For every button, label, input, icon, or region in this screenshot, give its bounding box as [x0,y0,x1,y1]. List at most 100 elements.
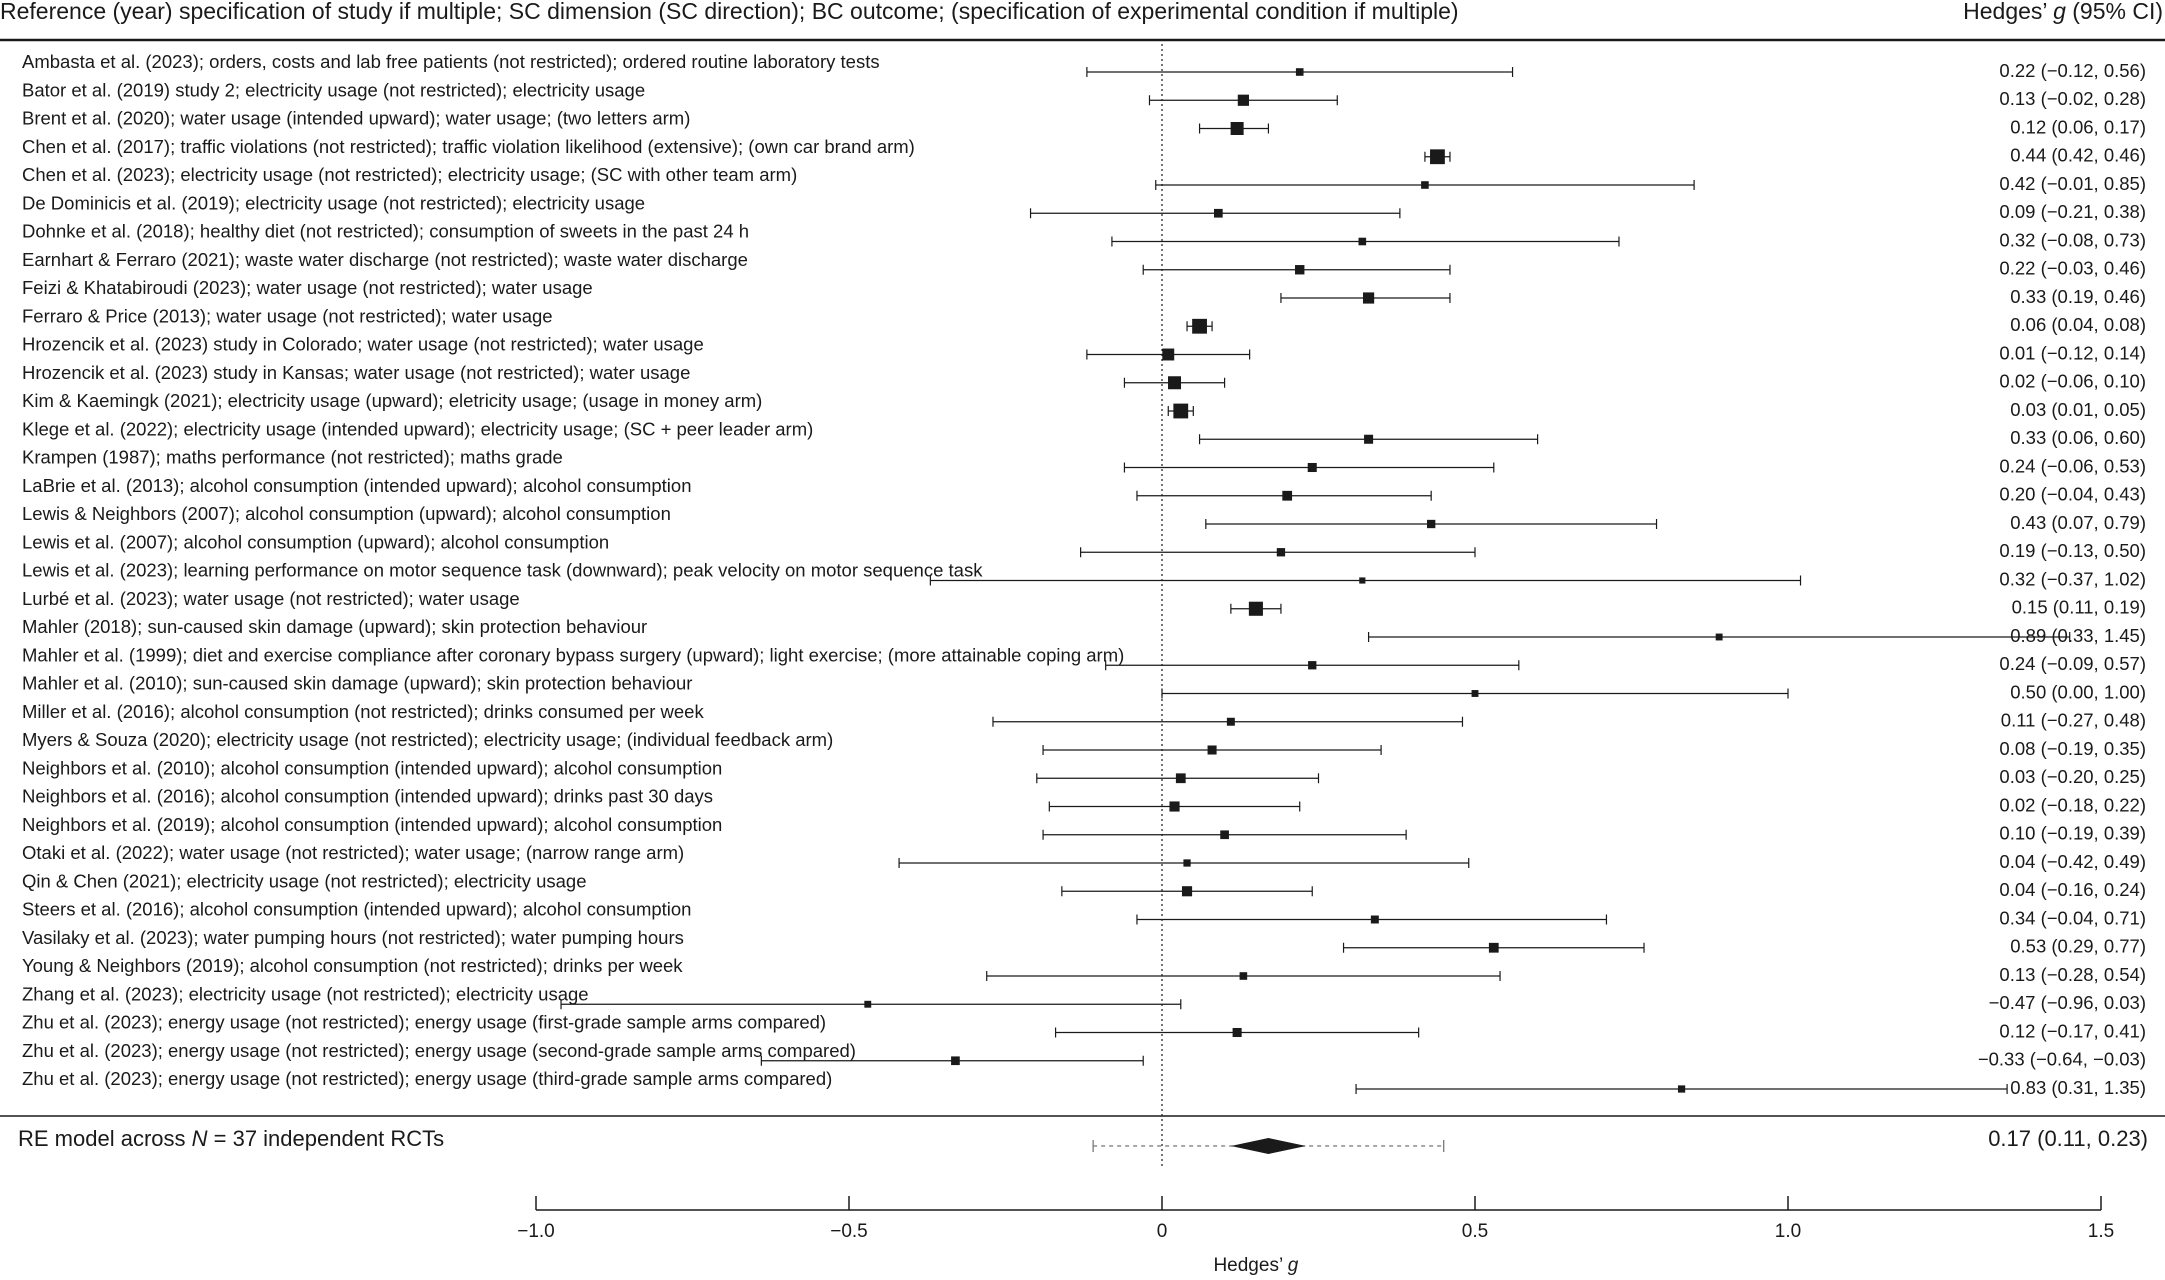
study-ci-text: 0.12 (0.06, 0.17) [2010,116,2146,137]
study-row: Mahler et al. (1999); diet and exercise … [22,644,2146,674]
study-row: Hrozencik et al. (2023) study in Kansas;… [22,362,2146,392]
study-label: Earnhart & Ferraro (2021); waste water d… [22,249,748,270]
study-label: Hrozencik et al. (2023) study in Colorad… [22,334,704,355]
study-ci-text: 0.24 (−0.09, 0.57) [1999,653,2146,674]
study-ci-text: 0.33 (0.19, 0.46) [2010,286,2146,307]
study-label: Chen et al. (2017); traffic violations (… [22,136,915,157]
effect-marker [1232,1027,1242,1038]
study-row: Earnhart & Ferraro (2021); waste water d… [22,249,2146,279]
effect-marker [1427,519,1436,529]
effect-marker [1276,548,1286,557]
effect-marker [1207,745,1217,755]
study-row: Ferraro & Price (2013); water usage (not… [22,305,2146,335]
study-label: Qin & Chen (2021); electricity usage (no… [22,870,587,891]
study-ci-text: 0.04 (−0.16, 0.24) [1999,879,2146,900]
study-ci-text: 0.04 (−0.42, 0.49) [1999,851,2146,872]
effect-marker [1295,265,1305,275]
study-label: De Dominicis et al. (2019); electricity … [22,192,645,213]
study-row: De Dominicis et al. (2019); electricity … [22,192,2146,222]
study-row: Lewis & Neighbors (2007); alcohol consum… [22,503,2146,533]
study-ci-text: 0.15 (0.11, 0.19) [2012,597,2146,618]
study-row: Vasilaky et al. (2023); water pumping ho… [22,927,2146,957]
x-tick-label: −0.5 [830,1221,868,1242]
study-row: Mahler (2018); sun-caused skin damage (u… [22,616,2146,646]
study-ci-text: 0.06 (0.04, 0.08) [2010,314,2146,335]
effect-marker [1370,915,1379,924]
summary-diamond [1230,1138,1306,1154]
header-right: Hedges’ g (95% CI) [1963,0,2163,24]
study-row: Zhu et al. (2023); energy usage (not res… [22,1068,2146,1098]
study-row: Young & Neighbors (2019); alcohol consum… [22,955,2146,985]
study-ci-text: −0.47 (−0.96, 0.03) [1989,992,2146,1013]
x-tick-label: 1.0 [1775,1221,1801,1242]
study-ci-text: 0.22 (−0.12, 0.56) [1999,60,2146,81]
study-label: Neighbors et al. (2016); alcohol consump… [22,786,713,807]
study-label: Myers & Souza (2020); electricity usage … [22,729,833,750]
effect-marker [1226,717,1235,726]
study-label: Mahler et al. (1999); diet and exercise … [22,644,1124,665]
study-ci-text: 0.44 (0.42, 0.46) [2010,145,2146,166]
effect-marker [1220,830,1229,840]
x-tick-label: −1.0 [517,1221,555,1242]
study-ci-text: 0.20 (−0.04, 0.43) [1999,484,2146,505]
study-label: Neighbors et al. (2019); alcohol consump… [22,814,722,835]
effect-marker [1162,348,1175,361]
x-axis-title: Hedges’ g [1213,1255,1298,1276]
study-row: Neighbors et al. (2016); alcohol consump… [22,786,2146,816]
effect-marker [1430,149,1445,165]
study-row: Dohnke et al. (2018); healthy diet (not … [22,221,2146,251]
effect-marker [1230,122,1244,135]
effect-marker [1169,801,1180,812]
study-ci-text: 0.22 (−0.03, 0.46) [1999,258,2146,279]
study-row: Hrozencik et al. (2023) study in Colorad… [22,334,2146,364]
effect-marker [1677,1085,1686,1093]
summary-label: RE model across N = 37 independent RCTs [18,1126,444,1151]
study-ci-text: 0.24 (−0.06, 0.53) [1999,455,2146,476]
effect-marker [1715,633,1723,641]
study-label: Zhu et al. (2023); energy usage (not res… [22,1012,826,1033]
effect-marker [1295,68,1304,76]
study-label: Zhang et al. (2023); electricity usage (… [22,983,589,1004]
study-row: Lewis et al. (2023); learning performanc… [22,560,2146,590]
x-tick-label: 1.5 [2088,1221,2114,1242]
study-label: Bator et al. (2019) study 2; electricity… [22,79,645,100]
study-label: Lewis et al. (2023); learning performanc… [22,560,983,581]
summary-ci-text: 0.17 (0.11, 0.23) [1988,1126,2148,1151]
study-ci-text: 0.09 (−0.21, 0.38) [1999,201,2146,222]
effect-marker [1239,972,1248,980]
study-ci-text: 0.83 (0.31, 1.35) [2010,1077,2146,1098]
study-row: Lurbé et al. (2023); water usage (not re… [22,588,2146,618]
x-axis-title-italic: g [1288,1255,1299,1276]
header-right-prefix: Hedges’ [1963,0,2053,24]
study-row: Otaki et al. (2022); water usage (not re… [22,842,2146,872]
study-ci-text: 0.10 (−0.19, 0.39) [1999,823,2146,844]
study-row: Chen et al. (2017); traffic violations (… [22,136,2146,166]
header-left: Reference (year) specification of study … [0,0,1459,24]
study-ci-text: 0.08 (−0.19, 0.35) [1999,738,2146,759]
study-ci-text: 0.11 (−0.27, 0.48) [2001,710,2146,731]
study-row: Mahler et al. (2010); sun-caused skin da… [22,673,2146,703]
summary-label-suffix: = 37 independent RCTs [208,1126,445,1151]
summary-label-italic: N [192,1126,208,1151]
study-label: Neighbors et al. (2010); alcohol consump… [22,757,722,778]
study-row: Kim & Kaemingk (2021); electricity usage… [22,390,2146,420]
study-label: Hrozencik et al. (2023) study in Kansas;… [22,362,690,383]
study-ci-text: 0.13 (−0.28, 0.54) [1999,964,2146,985]
study-ci-text: 0.34 (−0.04, 0.71) [1999,907,2146,928]
study-ci-text: 0.42 (−0.01, 0.85) [1999,173,2146,194]
effect-marker [951,1056,960,1066]
study-label: Miller et al. (2016); alcohol consumptio… [22,701,704,722]
study-label: Young & Neighbors (2019); alcohol consum… [22,955,683,976]
study-row: Steers et al. (2016); alcohol consumptio… [22,899,2146,929]
effect-marker [1175,773,1186,784]
study-row: Zhu et al. (2023); energy usage (not res… [22,1012,2146,1042]
study-label: Zhu et al. (2023); energy usage (not res… [22,1040,856,1061]
study-row: Bator et al. (2019) study 2; electricity… [22,79,2146,109]
study-ci-text: 0.32 (−0.37, 1.02) [1999,568,2146,589]
x-axis: −1.0 −0.5 0 0.5 1.0 1.5 Hedges’ g [517,1196,2114,1276]
study-ci-text: 0.03 (−0.20, 0.25) [1999,766,2146,787]
study-ci-text: 0.89 (0.33, 1.45) [2010,625,2146,646]
study-row: LaBrie et al. (2013); alcohol consumptio… [22,475,2146,505]
study-ci-text: 0.53 (0.29, 0.77) [2010,936,2146,957]
